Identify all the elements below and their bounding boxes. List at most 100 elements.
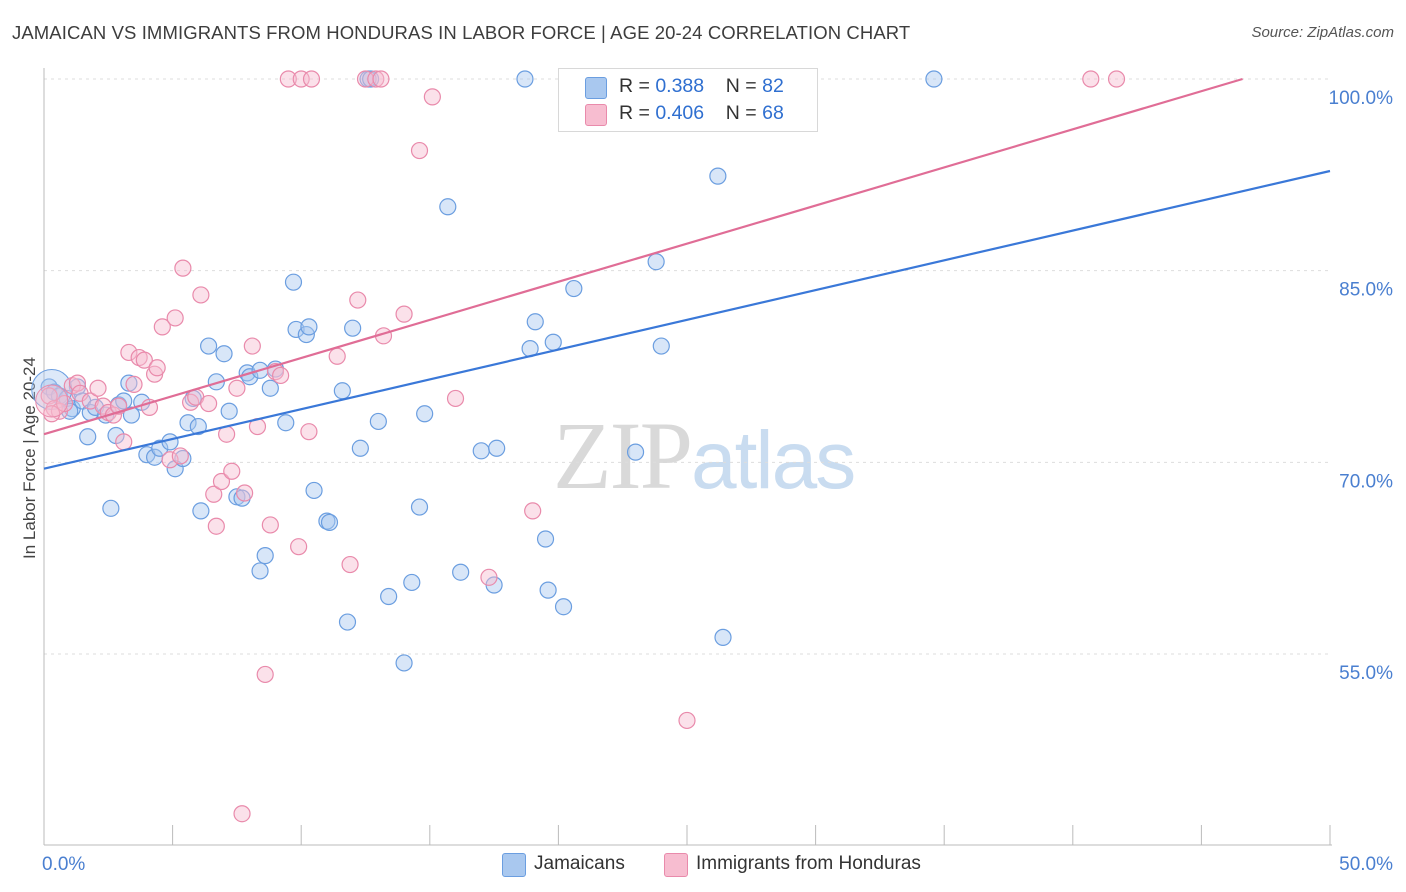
tick-labels: 55.0% 70.0% 85.0% 100.0% 0.0% 50.0% <box>42 88 1393 875</box>
jamaicans-point <box>102 499 120 517</box>
jamaicans-point <box>284 273 303 291</box>
honduras-point <box>81 392 99 410</box>
jamaicans-point <box>536 530 555 548</box>
honduras-point <box>115 433 133 451</box>
honduras-point <box>524 502 542 520</box>
honduras-point <box>1082 70 1100 88</box>
axes <box>43 68 1332 846</box>
legend-n-label: N = <box>725 102 757 124</box>
honduras-point <box>446 389 465 408</box>
honduras-point <box>272 366 290 385</box>
jamaicans-point <box>115 392 133 410</box>
honduras-point <box>205 485 223 503</box>
jamaicans-point <box>452 563 470 581</box>
jamaicans-point <box>305 481 323 500</box>
honduras-point <box>279 70 297 88</box>
honduras-point <box>395 305 413 323</box>
honduras-point <box>236 484 254 502</box>
honduras-point <box>300 423 318 441</box>
y-tick-label: 70.0% <box>1339 471 1393 492</box>
y-tick-label: 100.0% <box>1329 88 1394 109</box>
jamaicans-point <box>220 402 238 420</box>
jamaicans-point <box>410 498 429 516</box>
honduras-point <box>261 516 279 534</box>
jamaicans-point <box>709 167 727 185</box>
legend-r-label: R = <box>619 75 650 97</box>
jamaicans-point <box>652 337 670 355</box>
trend-lines <box>43 77 1331 470</box>
honduras-point <box>349 291 367 309</box>
honduras-point <box>1107 70 1126 88</box>
honduras-point <box>200 394 218 413</box>
correlation-legend: R = 0.388 N = 82 R = 0.406 N = 68 <box>558 68 818 132</box>
jamaicans-point <box>344 319 362 337</box>
source-label: Source: ZipAtlas.com <box>1251 24 1394 41</box>
honduras-point <box>125 375 143 393</box>
honduras-legend-label: Immigrants from Honduras <box>696 853 921 874</box>
honduras-points <box>35 70 1126 823</box>
honduras-point <box>223 462 241 480</box>
honduras-point <box>192 286 210 304</box>
honduras-point <box>372 70 390 88</box>
jamaicans-legend-swatch <box>502 853 526 877</box>
honduras-swatch <box>585 104 607 126</box>
jamaicans-swatch <box>585 77 607 99</box>
jamaicans-point <box>395 654 413 672</box>
honduras-point <box>410 141 429 160</box>
honduras-point <box>161 451 179 469</box>
jamaicans-point <box>79 428 97 446</box>
jamaicans-point <box>403 573 421 592</box>
honduras-point <box>35 384 69 418</box>
legend-n-value-honduras: 68 <box>762 102 784 124</box>
jamaicans-point <box>338 613 357 631</box>
honduras-point <box>256 665 274 684</box>
jamaicans-point <box>539 581 557 599</box>
grid-lines <box>44 78 1330 655</box>
jamaicans-point <box>439 198 457 216</box>
honduras-point <box>135 351 153 369</box>
honduras-point <box>367 70 385 88</box>
legend-n-value-jamaicans: 82 <box>762 75 784 97</box>
chart-title: JAMAICAN VS IMMIGRANTS FROM HONDURAS IN … <box>12 22 911 43</box>
jamaicans-point <box>261 379 279 397</box>
legend-r-label: R = <box>619 102 650 124</box>
jamaicans-point <box>256 547 274 565</box>
jamaicans-point <box>369 412 387 431</box>
jamaicans-point <box>516 70 534 88</box>
honduras-point <box>328 347 346 365</box>
jamaicans-point <box>526 313 544 331</box>
jamaicans-point <box>416 405 434 423</box>
jamaicans-point <box>714 628 732 646</box>
jamaicans-point <box>179 414 197 432</box>
y-tick-label: 55.0% <box>1339 663 1393 684</box>
honduras-trend-line <box>43 77 1243 436</box>
jamaicans-point <box>925 70 943 88</box>
jamaicans-point <box>251 562 269 580</box>
honduras-point <box>341 555 359 574</box>
honduras-point <box>228 379 246 397</box>
honduras-point <box>212 472 231 491</box>
legend-r-value-honduras: 0.406 <box>655 102 705 124</box>
honduras-legend-swatch <box>664 853 688 877</box>
honduras-point <box>302 70 321 88</box>
honduras-point <box>171 447 189 465</box>
x-tick-label: 0.0% <box>42 854 85 875</box>
jamaicans-point <box>647 253 665 271</box>
jamaicans-point <box>300 318 318 336</box>
legend-n-label: N = <box>725 75 757 97</box>
honduras-point <box>40 387 58 405</box>
honduras-point <box>480 568 498 586</box>
jamaicans-point <box>287 320 305 339</box>
jamaicans-point <box>565 279 583 298</box>
honduras-point <box>423 88 441 106</box>
jamaicans-point <box>626 443 645 461</box>
honduras-point <box>233 805 251 823</box>
jamaicans-point <box>320 513 339 531</box>
honduras-point <box>166 309 184 327</box>
jamaicans-point <box>554 598 573 616</box>
legend-stats-honduras: R = 0.406 N = 68 <box>619 102 784 125</box>
jamaicans-legend-label: Jamaicans <box>534 853 625 874</box>
zipatlas-watermark: ZIPatlas <box>553 400 856 511</box>
legend-r-value-jamaicans: 0.388 <box>655 75 705 97</box>
jamaicans-trend-line <box>43 169 1331 470</box>
